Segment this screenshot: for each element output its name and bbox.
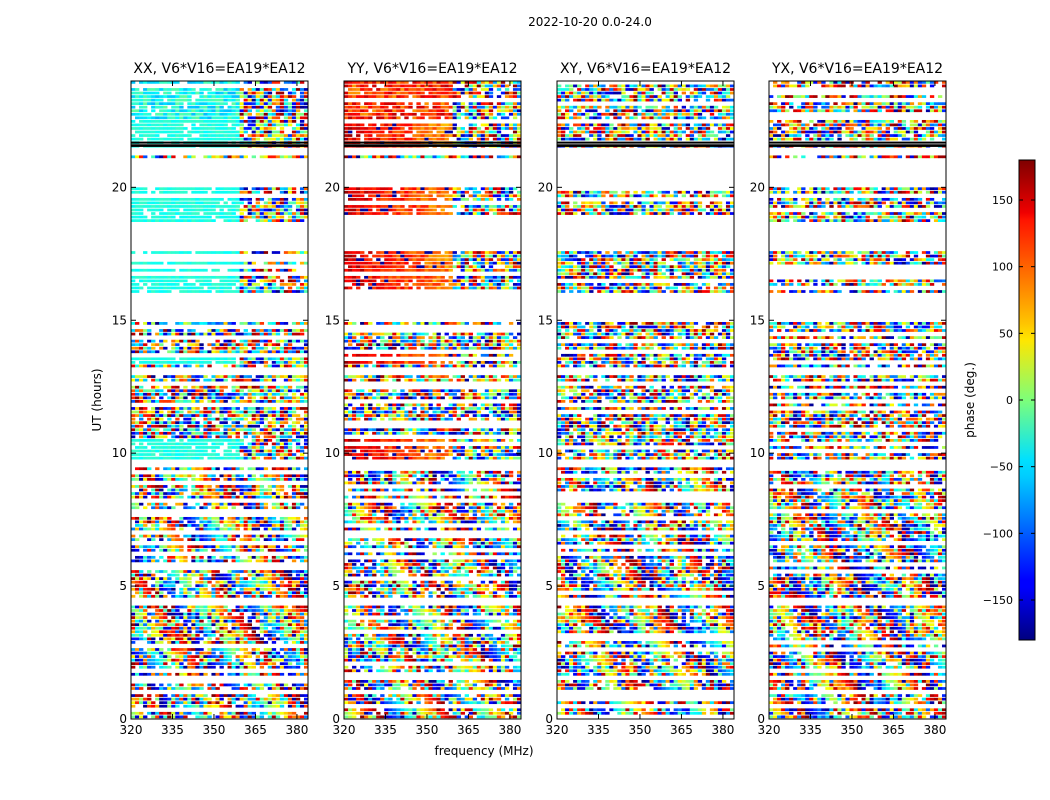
x-tick-label: 335 — [374, 723, 397, 737]
colorbar-tick-label: 50 — [999, 327, 1013, 340]
x-tick-label: 350 — [841, 723, 864, 737]
x-tick-label: 320 — [333, 723, 356, 737]
y-tick-label: 10 — [325, 446, 340, 460]
x-tick-label: 365 — [882, 723, 905, 737]
plot-frame — [343, 80, 522, 720]
y-tick-label: 20 — [750, 180, 765, 194]
x-tick-label: 320 — [120, 723, 143, 737]
x-tick-label: 335 — [161, 723, 184, 737]
flag-bar — [344, 144, 521, 147]
colorbar-tick-label: −150 — [983, 594, 1013, 607]
colorbar-label: phase (deg.) — [963, 362, 977, 438]
y-tick-label: 15 — [750, 313, 765, 327]
flag-bar — [769, 141, 946, 144]
y-tick-label: 15 — [325, 313, 340, 327]
x-tick-label: 365 — [670, 723, 693, 737]
panel-3: XY, V6*V16=EA19*EA12 320 335 350 365 380 0 5 10 1… — [538, 61, 735, 737]
y-tick-label: 20 — [538, 180, 553, 194]
colorbar-tick-label: −100 — [983, 527, 1013, 540]
y-tick-label: 5 — [757, 579, 765, 593]
x-tick-label: 365 — [457, 723, 480, 737]
colorbar-tick-label: −50 — [990, 461, 1013, 474]
x-tick-label: 380 — [711, 723, 734, 737]
panel-title: XY, V6*V16=EA19*EA12 — [560, 61, 731, 77]
plot-frame — [556, 80, 735, 720]
x-tick-label: 350 — [416, 723, 439, 737]
panel-1: XX, V6*V16=EA19*EA12 320 335 350 365 380 0 5 10 1… — [112, 61, 309, 737]
y-tick-label: 5 — [332, 579, 340, 593]
y-tick-label: 0 — [545, 712, 553, 726]
panel-title: XX, V6*V16=EA19*EA12 — [133, 61, 305, 77]
panel-title: YY, V6*V16=EA19*EA12 — [346, 61, 517, 77]
x-tick-label: 335 — [587, 723, 610, 737]
y-tick-label: 10 — [538, 446, 553, 460]
flag-bar — [557, 141, 734, 144]
flag-bar — [131, 141, 308, 144]
colorbar-ticks: 150 100 50 0 −50 −100 −150 — [983, 194, 1035, 607]
phase-raster — [557, 84, 735, 715]
phase-raster — [131, 81, 309, 719]
x-tick-label: 320 — [546, 723, 569, 737]
x-tick-label: 365 — [244, 723, 267, 737]
phase-raster — [769, 81, 947, 719]
plot-frame — [130, 80, 309, 720]
y-tick-label: 0 — [332, 712, 340, 726]
panels: XX, V6*V16=EA19*EA12 320 335 350 365 380 0 5 10 1… — [112, 61, 947, 737]
flag-bar — [344, 141, 521, 144]
y-tick-label: 15 — [112, 313, 127, 327]
x-tick-label: 320 — [758, 723, 781, 737]
x-tick-label: 380 — [498, 723, 521, 737]
panel-4: YX, V6*V16=EA19*EA12 320 335 350 365 380 0 5 10 1… — [750, 61, 947, 737]
y-tick-label: 20 — [112, 180, 127, 194]
flag-bar — [769, 144, 946, 147]
x-tick-label: 350 — [629, 723, 652, 737]
figure-suptitle: 2022-10-20 0.0-24.0 — [528, 15, 652, 29]
y-tick-label: 5 — [119, 579, 127, 593]
colorbar: 150 100 50 0 −50 −100 −150 phase (deg.) — [963, 159, 1036, 641]
x-tick-label: 350 — [203, 723, 226, 737]
colorbar-tick-label: 150 — [992, 194, 1013, 207]
flag-bar — [557, 144, 734, 147]
y-tick-label: 0 — [757, 712, 765, 726]
x-tick-label: 380 — [923, 723, 946, 737]
y-axis-label: UT (hours) — [90, 368, 104, 431]
panel-2: YY, V6*V16=EA19*EA12 320 335 350 365 380 0 5 10 1… — [325, 61, 522, 737]
panel-title: YX, V6*V16=EA19*EA12 — [771, 61, 943, 77]
y-tick-label: 20 — [325, 180, 340, 194]
y-tick-label: 10 — [112, 446, 127, 460]
x-axis-label: frequency (MHz) — [434, 744, 533, 758]
y-tick-label: 10 — [750, 446, 765, 460]
y-tick-label: 5 — [545, 579, 553, 593]
y-tick-label: 15 — [538, 313, 553, 327]
colorbar-tick-label: 0 — [1006, 394, 1013, 407]
plot-frame — [768, 80, 947, 720]
y-tick-label: 0 — [119, 712, 127, 726]
colorbar-tick-label: 100 — [992, 261, 1013, 274]
x-tick-label: 380 — [285, 723, 308, 737]
x-tick-label: 335 — [799, 723, 822, 737]
flag-bar — [131, 144, 308, 147]
